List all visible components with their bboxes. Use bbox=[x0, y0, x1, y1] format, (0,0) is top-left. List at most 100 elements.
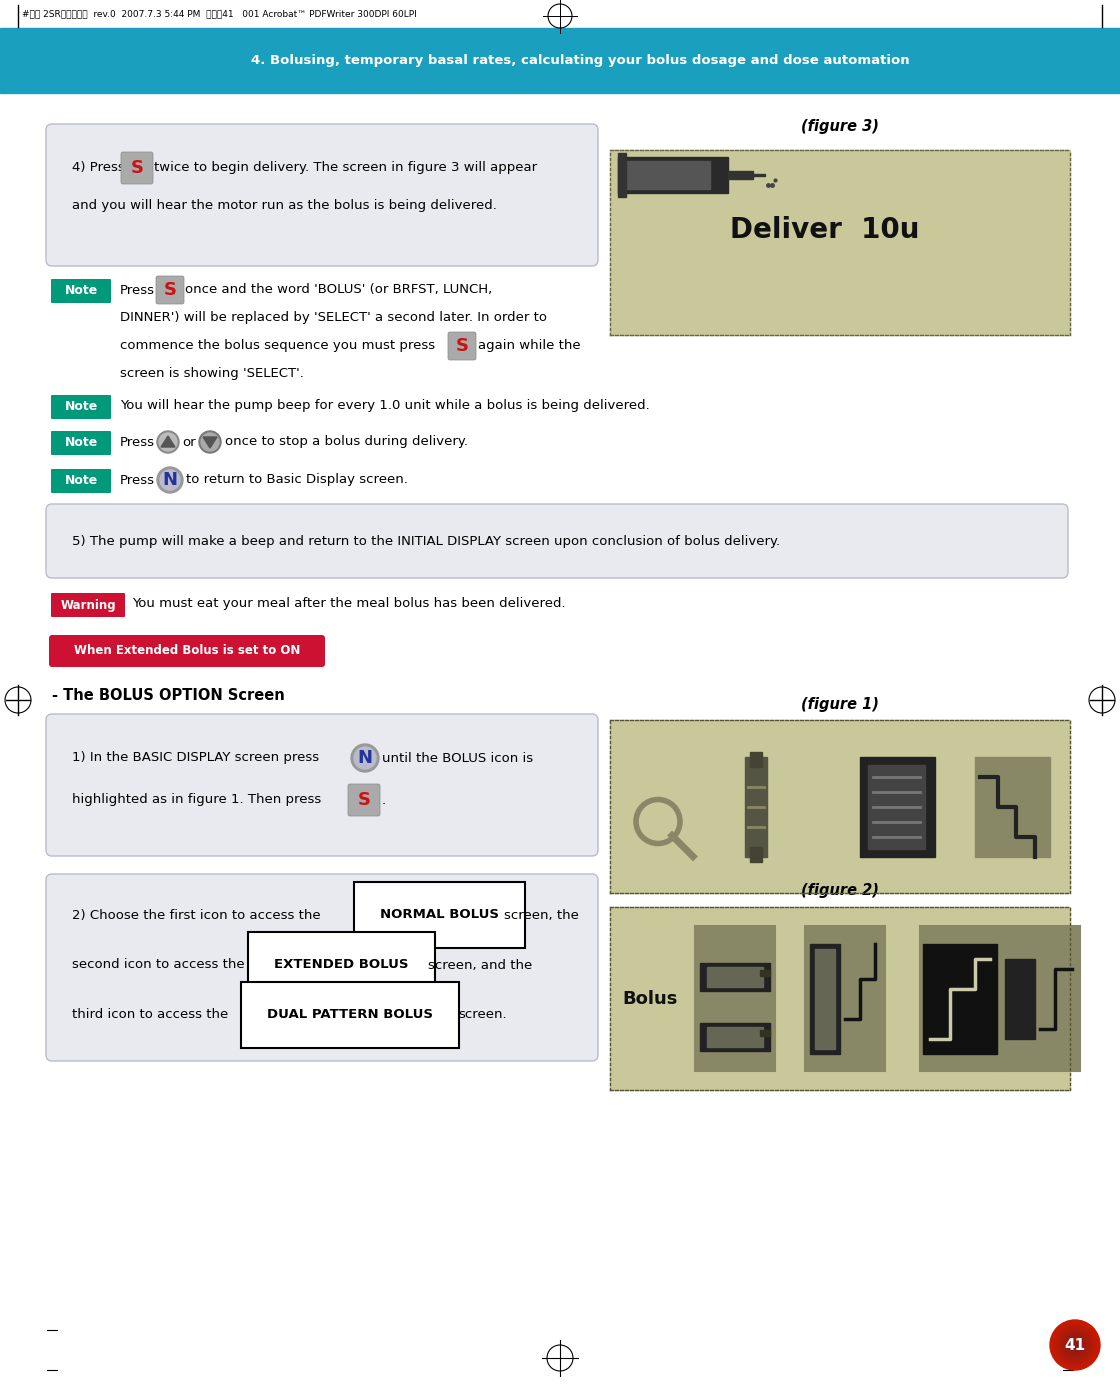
Bar bbox=[696, 925, 775, 1071]
Text: twice to begin delivery. The screen in figure 3 will appear: twice to begin delivery. The screen in f… bbox=[153, 162, 538, 175]
Bar bbox=[700, 1022, 771, 1050]
Text: third icon to access the: third icon to access the bbox=[72, 1008, 228, 1022]
Bar bbox=[707, 1026, 763, 1047]
Text: 2) Choose the first icon to access the: 2) Choose the first icon to access the bbox=[72, 909, 320, 921]
Text: You will hear the pump beep for every 1.0 unit while a bolus is being delivered.: You will hear the pump beep for every 1.… bbox=[120, 400, 650, 412]
Circle shape bbox=[1051, 1320, 1100, 1370]
Circle shape bbox=[200, 433, 220, 452]
Circle shape bbox=[160, 470, 180, 491]
Text: screen, the: screen, the bbox=[504, 909, 579, 921]
FancyBboxPatch shape bbox=[121, 152, 153, 185]
Circle shape bbox=[1056, 1325, 1094, 1364]
FancyBboxPatch shape bbox=[52, 280, 111, 303]
Bar bbox=[0, 28, 1120, 94]
Text: 5) The pump will make a beep and return to the INITIAL DISPLAY screen upon concl: 5) The pump will make a beep and return … bbox=[72, 534, 781, 548]
FancyBboxPatch shape bbox=[448, 331, 476, 361]
Text: screen, and the: screen, and the bbox=[428, 959, 532, 972]
Bar bbox=[1000, 925, 1080, 1071]
Text: When Extended Bolus is set to ON: When Extended Bolus is set to ON bbox=[74, 644, 300, 657]
Text: Press: Press bbox=[120, 436, 155, 449]
FancyBboxPatch shape bbox=[46, 714, 598, 856]
Text: 1) In the BASIC DISPLAY screen press: 1) In the BASIC DISPLAY screen press bbox=[72, 752, 319, 765]
Circle shape bbox=[351, 744, 379, 772]
Text: second icon to access the: second icon to access the bbox=[72, 959, 244, 972]
Bar bbox=[618, 157, 728, 193]
Text: S: S bbox=[164, 281, 177, 299]
Bar bbox=[610, 150, 1070, 336]
Bar bbox=[745, 756, 767, 857]
Text: 4) Press: 4) Press bbox=[72, 162, 124, 175]
Text: once to stop a bolus during delivery.: once to stop a bolus during delivery. bbox=[225, 436, 468, 449]
Bar bbox=[810, 944, 840, 1054]
Bar bbox=[815, 948, 836, 1048]
Bar bbox=[920, 925, 1000, 1071]
Text: DINNER') will be replaced by 'SELECT' a second later. In order to: DINNER') will be replaced by 'SELECT' a … bbox=[120, 312, 547, 324]
Circle shape bbox=[1064, 1334, 1086, 1356]
Text: Note: Note bbox=[64, 400, 97, 414]
Text: DUAL PATTERN BOLUS: DUAL PATTERN BOLUS bbox=[267, 1008, 433, 1022]
Circle shape bbox=[354, 747, 376, 769]
Circle shape bbox=[1061, 1331, 1089, 1359]
FancyBboxPatch shape bbox=[348, 784, 380, 816]
Circle shape bbox=[1065, 1335, 1085, 1355]
Bar bbox=[700, 962, 771, 991]
Circle shape bbox=[1068, 1339, 1081, 1350]
Circle shape bbox=[1073, 1343, 1077, 1348]
Text: - The BOLUS OPTION Screen: - The BOLUS OPTION Screen bbox=[52, 688, 284, 703]
Text: to return to Basic Display screen.: to return to Basic Display screen. bbox=[186, 474, 408, 487]
Bar bbox=[805, 925, 885, 1071]
Text: EXTENDED BOLUS: EXTENDED BOLUS bbox=[274, 959, 409, 972]
Polygon shape bbox=[161, 436, 175, 447]
Text: Bolus: Bolus bbox=[622, 990, 678, 1008]
Bar bbox=[707, 966, 763, 987]
Circle shape bbox=[1051, 1321, 1099, 1369]
Bar bbox=[860, 756, 935, 857]
Text: commence the bolus sequence you must press: commence the bolus sequence you must pre… bbox=[120, 340, 436, 352]
Bar bbox=[0, 0, 1120, 28]
Circle shape bbox=[1068, 1338, 1082, 1352]
Circle shape bbox=[157, 431, 179, 453]
FancyBboxPatch shape bbox=[46, 874, 598, 1061]
Circle shape bbox=[1055, 1325, 1095, 1364]
Circle shape bbox=[1060, 1329, 1090, 1360]
Circle shape bbox=[1058, 1328, 1092, 1362]
Text: Warning: Warning bbox=[60, 598, 115, 611]
Circle shape bbox=[1062, 1332, 1088, 1357]
Circle shape bbox=[1067, 1336, 1083, 1353]
Text: .: . bbox=[382, 794, 386, 807]
FancyBboxPatch shape bbox=[49, 635, 325, 667]
Circle shape bbox=[1072, 1342, 1077, 1348]
Text: S: S bbox=[357, 791, 371, 809]
Circle shape bbox=[1066, 1336, 1084, 1355]
FancyBboxPatch shape bbox=[52, 468, 111, 493]
Text: screen is showing 'SELECT'.: screen is showing 'SELECT'. bbox=[120, 368, 304, 380]
Text: again while the: again while the bbox=[478, 340, 580, 352]
Text: NORMAL BOLUS: NORMAL BOLUS bbox=[380, 909, 500, 921]
Text: Press: Press bbox=[120, 474, 155, 487]
Text: Note: Note bbox=[64, 474, 97, 488]
Bar bbox=[610, 907, 1070, 1090]
Circle shape bbox=[1063, 1334, 1088, 1357]
Text: S: S bbox=[456, 337, 468, 355]
Bar bbox=[1005, 959, 1035, 1039]
Bar bbox=[760, 1029, 771, 1036]
Text: Note: Note bbox=[64, 436, 97, 450]
Circle shape bbox=[1071, 1341, 1079, 1349]
Polygon shape bbox=[203, 438, 217, 447]
Bar bbox=[728, 171, 753, 179]
FancyBboxPatch shape bbox=[52, 431, 111, 454]
Text: Note: Note bbox=[64, 285, 97, 298]
Text: #다나 2SR영문메뉴얼  rev.0  2007.7.3 5:44 PM  페이지41   001 Acrobat™ PDFWriter 300DPI 60L: #다나 2SR영문메뉴얼 rev.0 2007.7.3 5:44 PM 페이지4… bbox=[22, 10, 417, 18]
Text: highlighted as in figure 1. Then press: highlighted as in figure 1. Then press bbox=[72, 794, 321, 807]
Circle shape bbox=[199, 431, 221, 453]
Bar bbox=[620, 161, 710, 189]
FancyBboxPatch shape bbox=[46, 505, 1068, 577]
Bar bbox=[753, 173, 765, 176]
Text: N: N bbox=[162, 471, 177, 489]
Text: Deliver  10u: Deliver 10u bbox=[730, 217, 920, 245]
Text: until the BOLUS icon is: until the BOLUS icon is bbox=[382, 752, 533, 765]
Text: Press: Press bbox=[120, 284, 155, 296]
Bar bbox=[750, 752, 762, 766]
Text: or: or bbox=[181, 436, 196, 449]
Circle shape bbox=[1070, 1341, 1080, 1350]
